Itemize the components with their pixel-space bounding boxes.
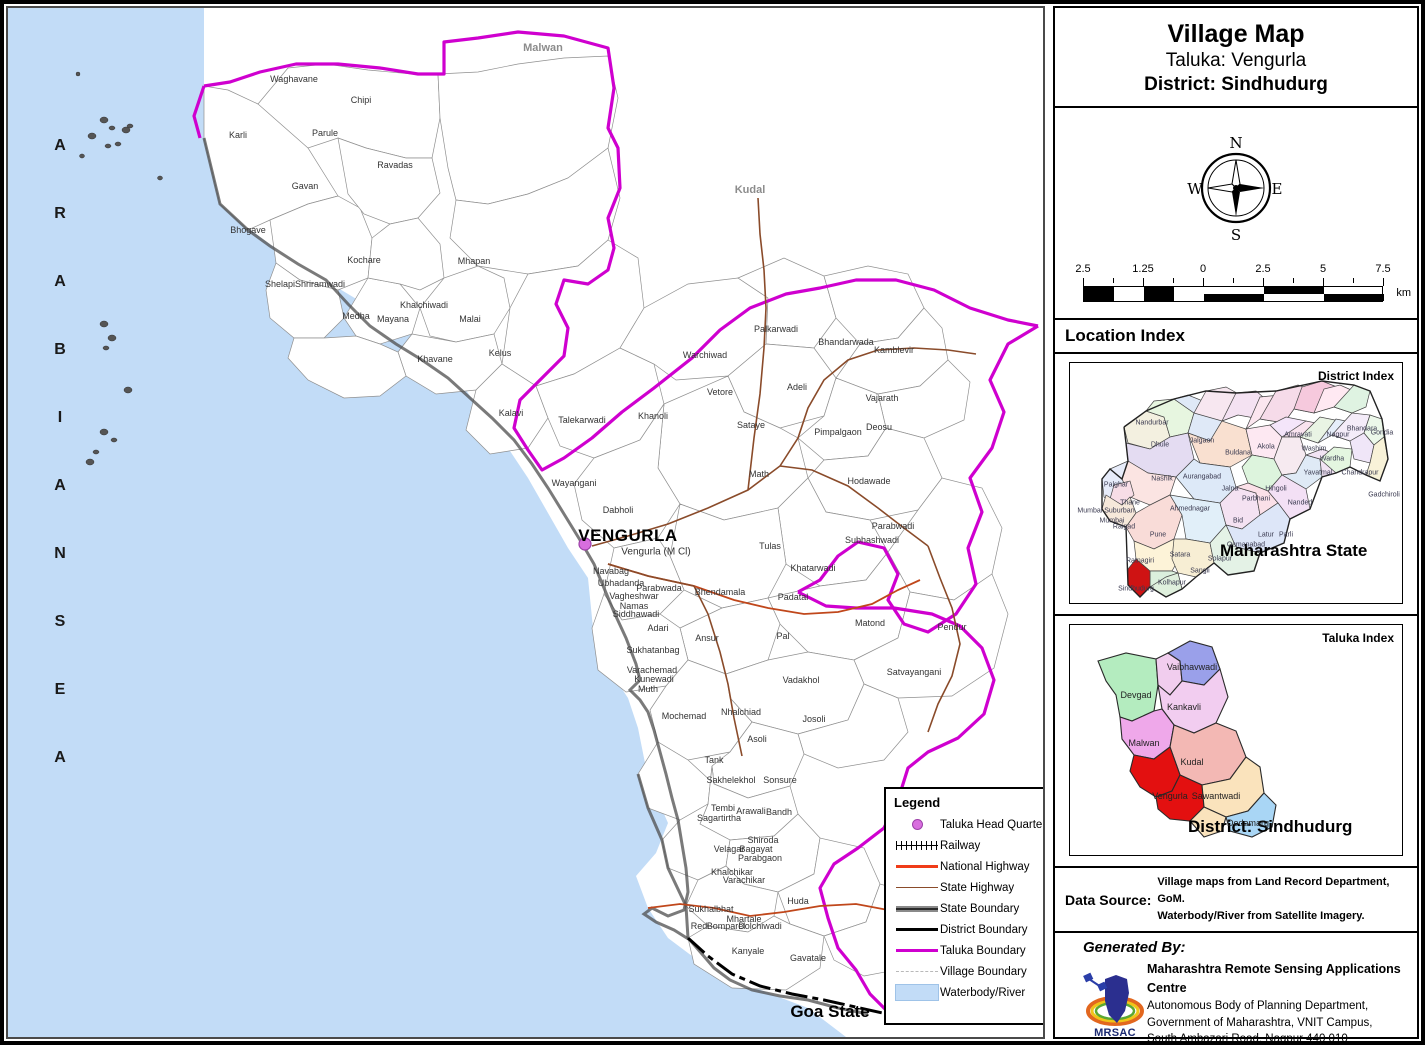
data-source-line-1: Village maps from Land Record Department…	[1157, 876, 1390, 906]
legend-symbol-state-icon	[894, 900, 940, 918]
organisation-address-3: South Ambazari Road, Nagpur 440 010	[1147, 1033, 1348, 1045]
district-index-corner-label: District Index	[1317, 369, 1394, 384]
legend-item[interactable]: State Highway	[894, 877, 1036, 898]
sea-label-letter: I	[57, 409, 63, 426]
map-title-section: Village Map Taluka: Vengurla District: S…	[1055, 8, 1417, 109]
mrsac-wordmark: MRSAC	[1094, 1027, 1136, 1040]
north-arrow-and-scale-section: N S E W 2.5 1.25 0 2.5 5 7.5 km	[1055, 108, 1417, 321]
sea-label-letter: R	[54, 205, 66, 222]
legend-title: Legend	[894, 795, 941, 810]
sea-label-letter: N	[54, 545, 66, 562]
svg-text:W: W	[1187, 180, 1203, 198]
legend-symbol-line-icon	[894, 921, 940, 939]
taluka-subtitle: Taluka: Vengurla	[1165, 49, 1307, 71]
scale-unit: km	[1396, 287, 1411, 300]
legend-item-label: State Boundary	[940, 902, 1020, 915]
district-subtitle: District: Sindhudurg	[1144, 73, 1328, 95]
legend-item-label: State Highway	[940, 881, 1015, 894]
legend-item-label: Village Boundary	[940, 965, 1027, 978]
legend-item-label: Railway	[940, 839, 981, 852]
legend-item-label: Waterbody/River	[940, 986, 1026, 999]
data-source-line-2: Waterbody/River from Satellite Imagery.	[1157, 910, 1365, 923]
arabian-sea-label: A R A B I A N S E A	[46, 138, 74, 818]
legend-rows: Taluka Head Quarter Railway National Highw…	[894, 814, 1043, 1003]
sea-label-letter: A	[54, 477, 66, 494]
legend-symbol-railway-icon	[894, 837, 940, 855]
legend-symbol-line-icon	[894, 858, 940, 876]
taluka-index-section: Taluka Index	[1055, 624, 1417, 869]
sea-label-letter: E	[54, 681, 66, 698]
scale-tick-label: 0	[1199, 263, 1207, 276]
legend-item[interactable]: State Boundary	[894, 898, 1036, 919]
map-canvas: .vb{fill:#fff;stroke:#909090;stroke-widt…	[8, 8, 1043, 1037]
taluka-index-map[interactable]: Taluka Index	[1069, 624, 1403, 857]
svg-text:E: E	[1272, 180, 1283, 198]
sea-label-letter: A	[54, 137, 66, 154]
taluka-index-corner-label: Taluka Index	[1322, 631, 1394, 646]
sea-label-letter: A	[54, 273, 66, 290]
sea-label-letter: A	[54, 749, 66, 766]
scale-tick-label: 7.5	[1375, 263, 1391, 276]
scale-tick-label: 2.5	[1255, 263, 1271, 276]
district-index-section: District Index	[1055, 362, 1417, 617]
legend-item[interactable]: Railway	[894, 835, 1036, 856]
legend-item-label: Taluka Boundary	[940, 944, 1026, 957]
page-title: Village Map	[1167, 20, 1305, 48]
legend-item-label: Taluka Head Quarter	[940, 818, 1045, 831]
generated-by-heading: Generated By:	[1083, 939, 1186, 957]
legend-item[interactable]: National Highway	[894, 856, 1036, 877]
sindhudurg-outline	[1097, 640, 1277, 838]
legend-symbol-point-icon	[894, 816, 940, 834]
svg-text:S: S	[1231, 226, 1241, 244]
legend-symbol-dashed-icon	[894, 963, 940, 981]
legend-box[interactable]: Legend Taluka Head Quarter Railway Nationa…	[884, 787, 1043, 1025]
district-index-map[interactable]: District Index	[1069, 362, 1403, 605]
compass-rose-icon: N S E W	[1187, 134, 1283, 244]
legend-symbol-line-icon	[894, 942, 940, 960]
legend-symbol-line-icon	[894, 879, 940, 897]
legend-item[interactable]: Village Boundary	[894, 961, 1036, 982]
sea-label-letter: S	[54, 613, 66, 630]
mrsac-logo-icon: MRSAC	[1083, 971, 1147, 1040]
taluka-headquarter-point	[578, 537, 592, 551]
district-index-caption: Maharashtra State	[1220, 541, 1368, 561]
legend-item[interactable]: Taluka Head Quarter	[894, 814, 1043, 835]
sea-label-letter: B	[54, 341, 66, 358]
legend-item[interactable]: District Boundary	[894, 919, 1036, 940]
scale-tick-label: 1.25	[1132, 263, 1154, 276]
main-map-panel[interactable]: .vb{fill:#fff;stroke:#909090;stroke-widt…	[6, 6, 1045, 1039]
generated-by-section: Generated By: MRSAC	[1055, 933, 1417, 1045]
taluka-index-caption: District: Sindhudurg	[1188, 817, 1353, 837]
legend-item-label: National Highway	[940, 860, 1030, 873]
data-source-label: Data Source:	[1065, 891, 1152, 908]
legend-item[interactable]: Waterbody/River	[894, 982, 1036, 1003]
data-source-section: Data Source: Village maps from Land Reco…	[1055, 868, 1417, 934]
organisation-address-2: Government of Maharashtra, VNIT Campus,	[1147, 1016, 1373, 1029]
legend-item-label: District Boundary	[940, 923, 1028, 936]
location-index-heading: Location Index	[1055, 320, 1417, 355]
organisation-address-1: Autonomous Body of Planning Department,	[1147, 999, 1369, 1012]
scale-tick-label: 5	[1319, 263, 1327, 276]
scale-tick-label: 2.5	[1075, 263, 1091, 276]
organisation-name: Maharashtra Remote Sensing Applications …	[1147, 962, 1401, 996]
scale-bar: 2.5 1.25 0 2.5 5 7.5 km	[1075, 263, 1411, 303]
maharashtra-outline	[1101, 380, 1389, 599]
legend-item[interactable]: Taluka Boundary	[894, 940, 1036, 961]
legend-symbol-swatch-icon	[894, 984, 940, 1002]
svg-text:N: N	[1229, 134, 1242, 152]
map-info-column: Village Map Taluka: Vengurla District: S…	[1053, 6, 1419, 1045]
